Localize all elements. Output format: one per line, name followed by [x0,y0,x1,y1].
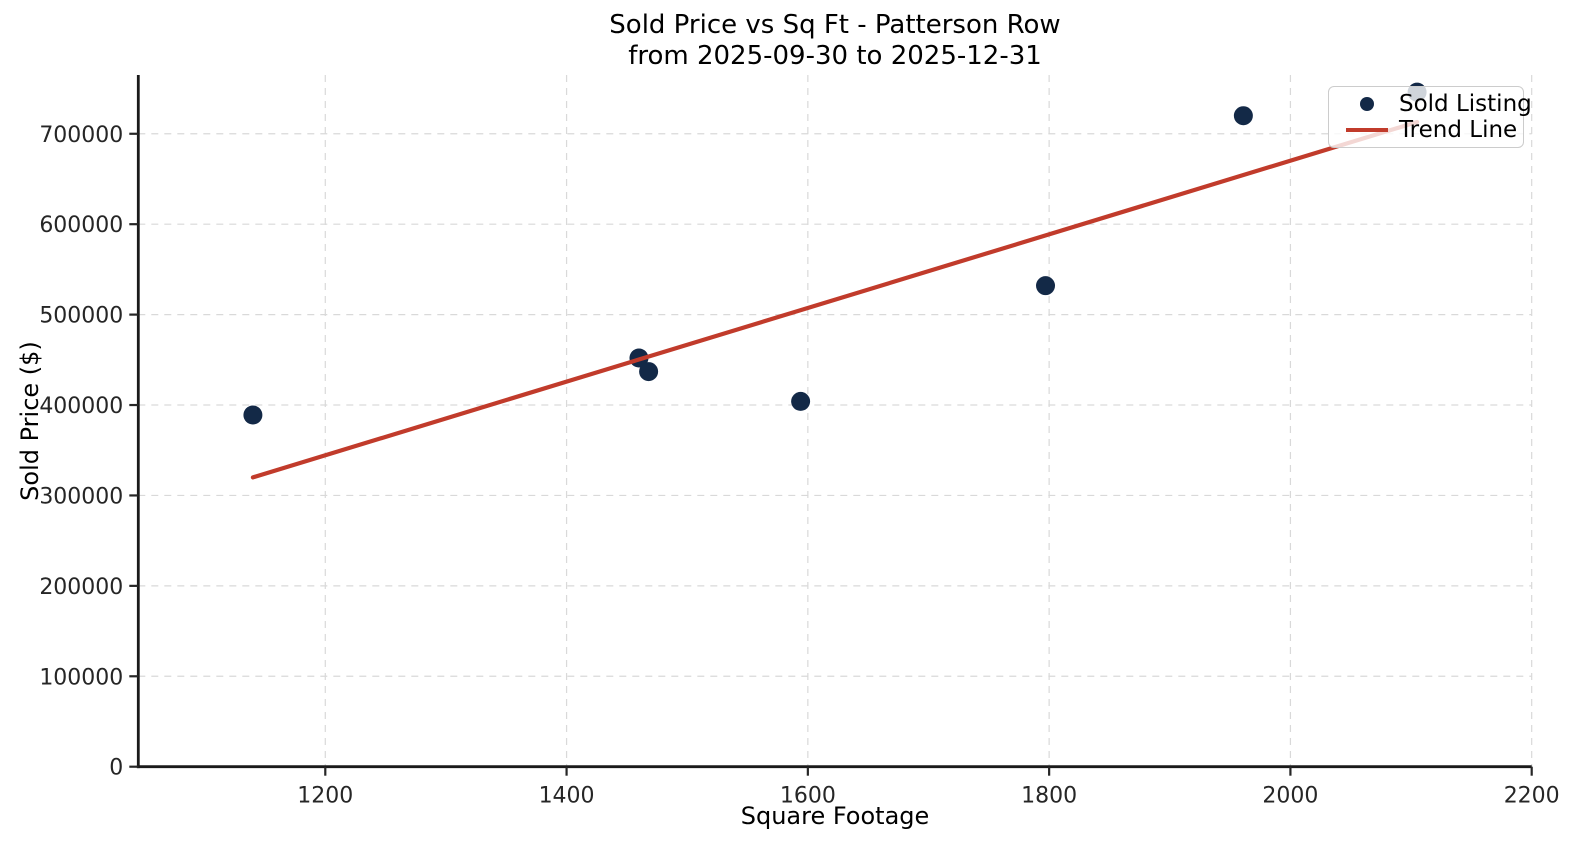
x-tick-label: 1200 [297,784,353,809]
y-tick-label: 500000 [39,304,123,329]
x-tick-label: 1600 [780,784,836,809]
x-tick-label: 1400 [539,784,595,809]
scatter-point [791,391,811,411]
chart-title-line2: from 2025-09-30 to 2025-12-31 [628,41,1042,71]
x-axis-label: Square Footage [740,802,930,830]
x-tick-label: 2200 [1504,784,1560,809]
legend-item-trend-line: Trend Line [1341,117,1517,143]
y-tick-label: 400000 [39,394,123,419]
scatter-point [243,405,263,425]
chart-title-line1: Sold Price vs Sq Ft - Patterson Row [609,10,1061,40]
legend-label-sold-listing: Sold Listing [1399,91,1532,117]
y-tick-label: 600000 [39,213,123,238]
chart-title: Sold Price vs Sq Ft - Patterson Row from … [138,10,1532,72]
legend: Sold Listing Trend Line [1328,86,1532,148]
trend-line [250,119,1420,480]
legend-label-trend-line: Trend Line [1399,117,1518,143]
legend-marker-cell [1341,127,1393,133]
legend-item-sold-listing: Sold Listing [1341,91,1532,117]
legend-marker-cell [1341,97,1393,111]
trend-line-sample-icon [1346,127,1388,133]
y-tick-label: 0 [109,756,123,781]
scatter-point [1036,276,1056,296]
scatter-point [1233,106,1253,126]
x-tick-label: 1800 [1021,784,1077,809]
y-tick-label: 700000 [39,123,123,148]
y-tick-label: 100000 [39,665,123,690]
y-tick-label: 200000 [39,575,123,600]
sold-listing-dot-icon [1360,97,1374,111]
scatter-point [639,362,659,382]
y-tick-label: 300000 [39,484,123,509]
x-tick-label: 2000 [1262,784,1318,809]
